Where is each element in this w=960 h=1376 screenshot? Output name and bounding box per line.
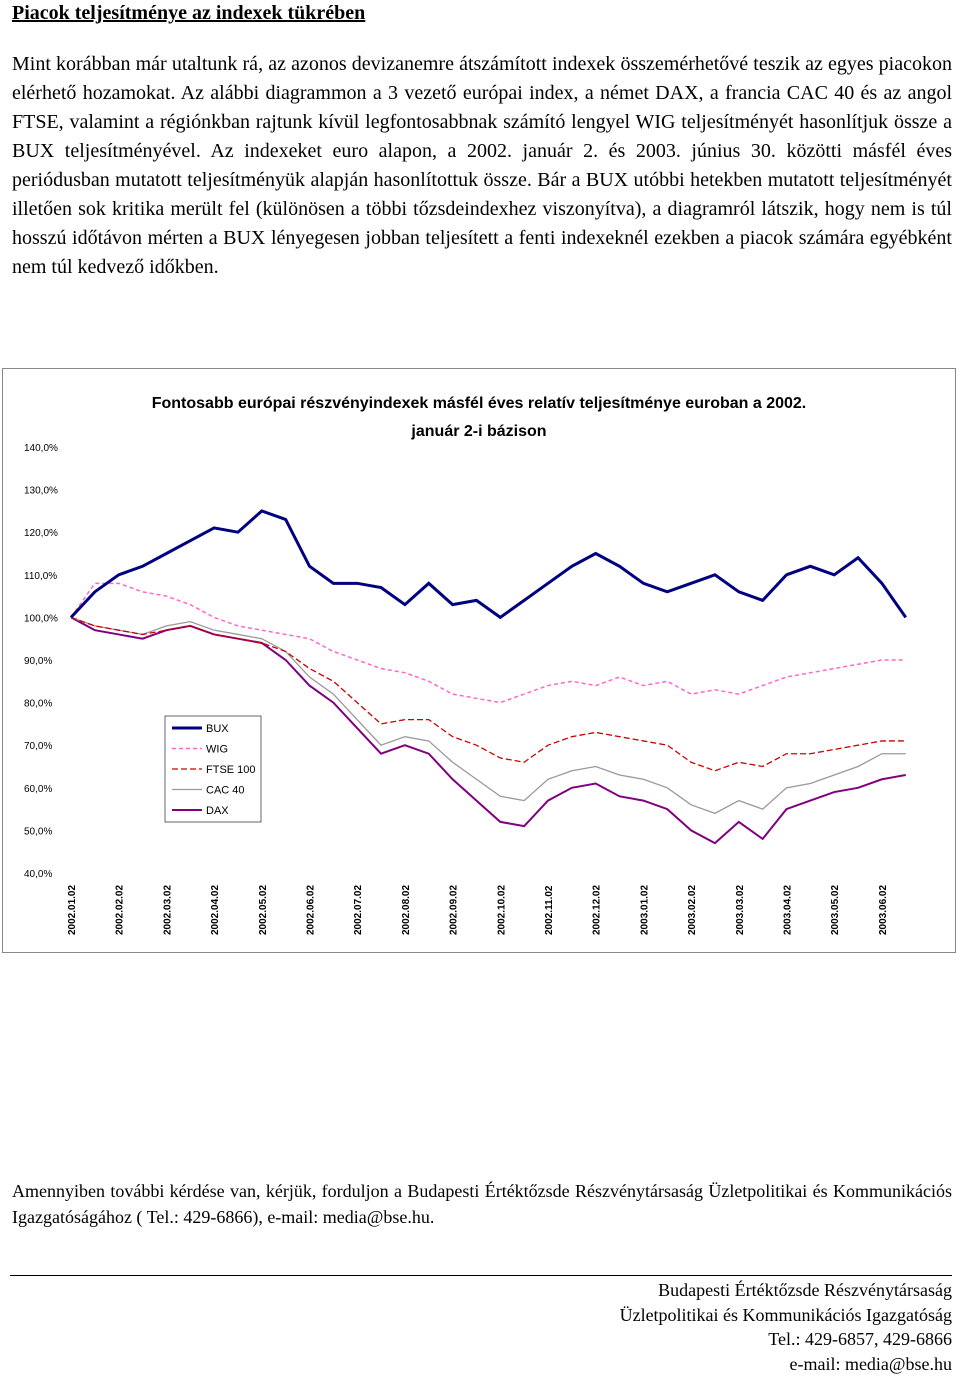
- x-tick-label: 2002.10.02: [496, 885, 507, 935]
- x-tick-label: 2003.03.02: [735, 885, 746, 935]
- x-tick-label: 2002.12.02: [592, 885, 603, 935]
- footer-line: e-mail: media@bse.hu: [620, 1352, 952, 1376]
- x-tick-label: 2002.01.02: [67, 885, 78, 935]
- x-tick-label: 2002.02.02: [115, 885, 126, 935]
- contact: Amennyiben további kérdése van, kérjük, …: [12, 1178, 952, 1230]
- x-tick-label: 2003.05.02: [830, 885, 841, 935]
- chart-frame: [3, 369, 956, 953]
- legend-label: CAC 40: [206, 785, 245, 797]
- x-tick-label: 2003.04.02: [783, 885, 794, 935]
- y-tick-label: 80,0%: [24, 699, 52, 710]
- y-tick-label: 140,0%: [24, 443, 58, 454]
- rule: [10, 1275, 952, 1276]
- footer-line: Budapesti Értéktőzsde Részvénytársaság: [620, 1278, 952, 1303]
- footer-line: Üzletpolitikai és Kommunikációs Igazgató…: [620, 1303, 952, 1328]
- y-tick-label: 120,0%: [24, 528, 58, 539]
- legend-label: WIG: [206, 744, 228, 756]
- chart-title: Fontosabb európai részvényindexek másfél…: [152, 395, 807, 412]
- chart: Fontosabb európai részvényindexek másfél…: [2, 368, 957, 954]
- x-tick-label: 2002.03.02: [162, 885, 173, 935]
- x-tick-label: 2003.06.02: [878, 885, 889, 935]
- x-tick-label: 2002.05.02: [258, 885, 269, 935]
- y-tick-label: 40,0%: [24, 869, 52, 880]
- y-tick-label: 90,0%: [24, 656, 52, 667]
- x-tick-label: 2002.08.02: [401, 885, 412, 935]
- y-tick-label: 130,0%: [24, 486, 58, 497]
- y-tick-label: 70,0%: [24, 741, 52, 752]
- y-tick-label: 50,0%: [24, 826, 52, 837]
- y-tick-label: 60,0%: [24, 784, 52, 795]
- x-tick-label: 2002.04.02: [210, 885, 221, 935]
- x-tick-label: 2002.06.02: [306, 885, 317, 935]
- footer-line: Tel.: 429-6857, 429-6866: [620, 1327, 952, 1352]
- legend-label: FTSE 100: [206, 764, 256, 776]
- chart-subtitle: január 2-i bázison: [410, 423, 546, 440]
- title: Piacok teljesítménye az indexek tükrében: [12, 2, 365, 25]
- x-tick-label: 2002.11.02: [544, 885, 555, 935]
- x-tick-label: 2002.07.02: [353, 885, 364, 935]
- legend-label: BUX: [206, 723, 229, 735]
- legend-label: DAX: [206, 805, 229, 817]
- y-tick-label: 110,0%: [24, 571, 57, 582]
- x-tick-label: 2002.09.02: [449, 885, 460, 935]
- paragraph: Mint korábban már utaltunk rá, az azonos…: [12, 50, 952, 282]
- x-tick-label: 2003.02.02: [687, 885, 698, 935]
- footer: Budapesti Értéktőzsde Részvénytársaság Ü…: [620, 1278, 952, 1376]
- x-tick-label: 2003.01.02: [639, 885, 650, 935]
- y-tick-label: 100,0%: [24, 613, 58, 624]
